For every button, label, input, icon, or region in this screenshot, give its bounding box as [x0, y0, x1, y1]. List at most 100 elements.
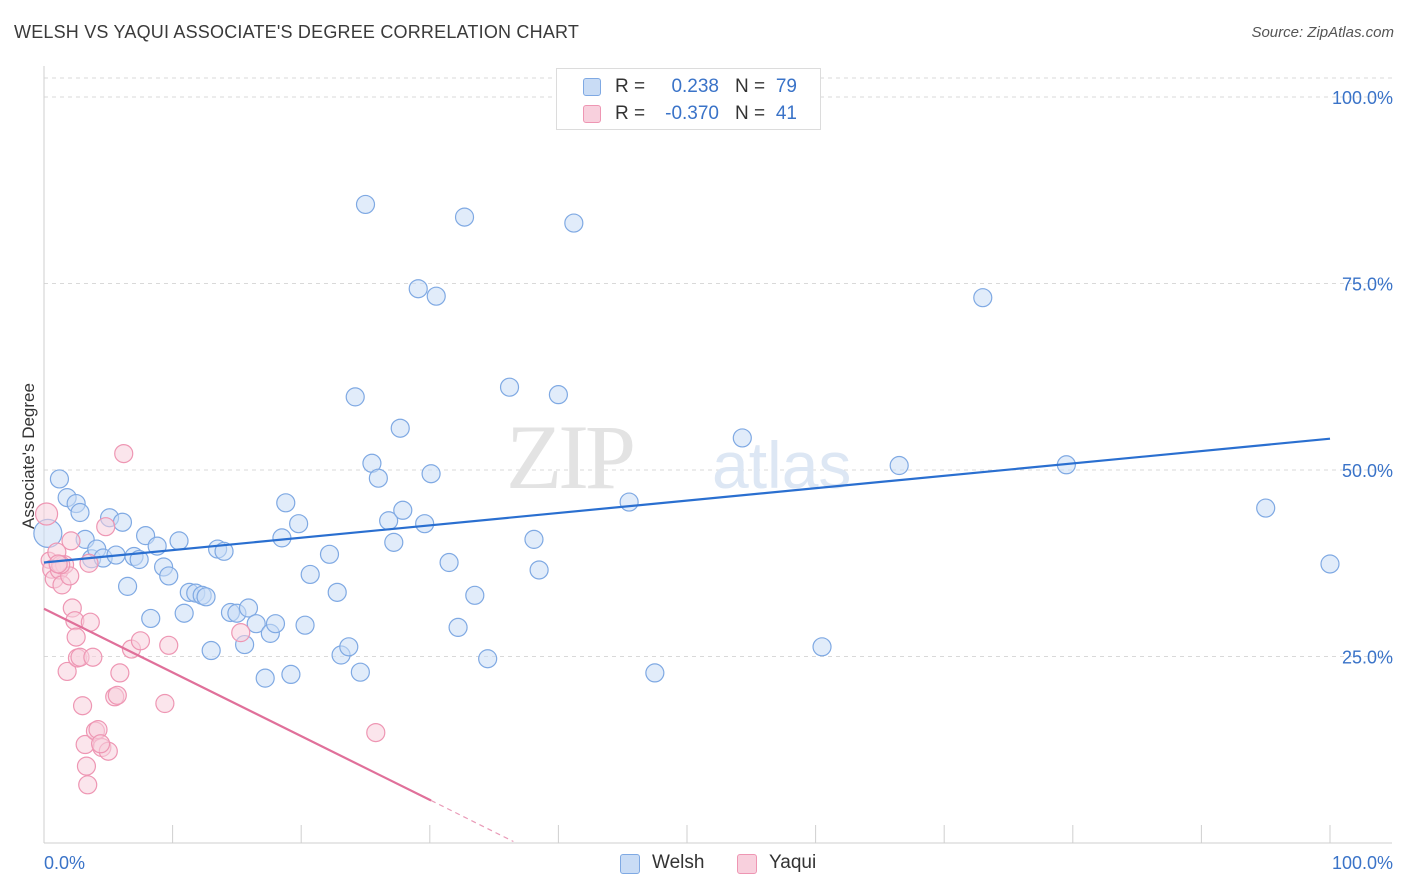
welsh-point	[276, 493, 296, 513]
yaqui-point	[57, 661, 77, 682]
welsh-point	[454, 207, 475, 227]
welsh-point	[426, 286, 446, 306]
gridlines	[44, 77, 1392, 657]
axes	[43, 66, 1392, 844]
y-axis-title: Associate's Degree	[19, 383, 38, 529]
watermark: ZIP atlas	[506, 406, 851, 508]
legend-r-label: R =	[615, 76, 646, 97]
welsh-point	[345, 387, 365, 407]
welsh-point	[117, 576, 138, 596]
welsh-point	[408, 279, 428, 299]
y-tick-label: 25.0%	[1342, 648, 1393, 668]
welsh-point	[159, 566, 179, 586]
source-credit: Source: ZipAtlas.com	[1251, 24, 1394, 41]
yaqui-point	[48, 554, 68, 574]
welsh-swatch	[583, 78, 601, 96]
welsh-point	[390, 418, 410, 438]
yaqui-legend-label: Yaqui	[769, 852, 817, 873]
welsh-point	[255, 668, 275, 688]
y-tick-label: 100.0%	[1332, 88, 1393, 108]
welsh-point	[112, 512, 133, 532]
welsh-point	[281, 664, 301, 685]
welsh-point	[169, 531, 189, 551]
x-tick-label-max: 100.0%	[1332, 853, 1393, 873]
yaqui-point	[61, 531, 81, 551]
y-tick-label: 75.0%	[1342, 275, 1393, 295]
legend-r-label: R =	[615, 103, 646, 124]
welsh-point	[368, 468, 388, 488]
yaqui-point	[66, 627, 86, 647]
welsh-point	[384, 532, 404, 552]
welsh-legend-swatch	[620, 854, 640, 874]
legend-n-value: 41	[775, 103, 797, 124]
welsh-point	[201, 640, 221, 661]
welsh-point	[246, 614, 266, 634]
yaqui-point	[83, 647, 103, 667]
welsh-point	[465, 585, 485, 605]
yaqui-swatch	[583, 105, 601, 123]
welsh-point	[355, 194, 376, 215]
yaqui-point	[155, 693, 175, 714]
welsh-point	[889, 455, 909, 476]
legend-r-value: 0.238	[671, 76, 719, 97]
welsh-point	[524, 529, 544, 549]
yaqui-point	[107, 685, 127, 705]
welsh-point	[265, 614, 286, 634]
welsh-point	[214, 541, 234, 561]
welsh-point	[129, 549, 149, 570]
chart-title: WELSH VS YAQUI ASSOCIATE'S DEGREE CORREL…	[14, 22, 580, 42]
yaqui-trend-extension	[430, 799, 514, 843]
yaqui-point	[72, 696, 93, 716]
welsh-point	[49, 469, 70, 489]
welsh-legend-label: Welsh	[652, 852, 705, 873]
welsh-point	[529, 560, 549, 580]
yaqui-point	[130, 631, 151, 651]
welsh-points	[33, 194, 1340, 688]
welsh-point	[1320, 554, 1340, 574]
yaqui-point	[114, 443, 134, 464]
y-tick-label: 50.0%	[1342, 461, 1393, 481]
welsh-point	[439, 552, 459, 573]
welsh-point	[393, 500, 413, 520]
legend-row-welsh: R = 0.238 N = 79	[557, 73, 820, 101]
yaqui-point	[90, 734, 111, 754]
welsh-point	[1256, 498, 1276, 518]
welsh-point	[295, 615, 315, 635]
welsh-point	[732, 428, 752, 448]
welsh-point	[421, 464, 441, 484]
welsh-point	[319, 544, 340, 564]
welsh-point	[339, 637, 359, 657]
yaqui-points	[34, 443, 386, 795]
welsh-point	[548, 385, 569, 405]
welsh-point	[238, 598, 259, 618]
welsh-point	[174, 603, 194, 623]
welsh-point	[196, 587, 216, 607]
welsh-trend-line	[43, 437, 1331, 564]
yaqui-point	[231, 623, 251, 643]
legend-r-value: -0.370	[665, 103, 719, 124]
welsh-point	[564, 213, 584, 233]
welsh-point	[289, 514, 309, 534]
yaqui-legend-swatch	[737, 854, 757, 874]
welsh-point	[70, 502, 90, 523]
welsh-point	[973, 288, 993, 308]
trend-lines	[43, 437, 1331, 843]
yaqui-point	[96, 517, 116, 537]
welsh-point	[415, 514, 435, 534]
welsh-point	[448, 617, 468, 638]
yaqui-point	[78, 775, 98, 795]
legend-row-yaqui: R = -0.370 N = 41	[557, 100, 820, 128]
legend-n-value: 79	[775, 76, 797, 97]
yaqui-trend-line	[43, 607, 432, 802]
yaqui-point	[366, 722, 386, 743]
welsh-point	[327, 582, 347, 602]
welsh-point	[619, 492, 639, 512]
welsh-point	[499, 377, 520, 397]
welsh-point	[350, 662, 370, 682]
legend-n-label: N =	[735, 76, 766, 97]
yaqui-point	[76, 756, 97, 776]
welsh-point	[300, 564, 320, 585]
watermark-zip: ZIP	[506, 406, 633, 508]
x-tick-label-min: 0.0%	[44, 853, 85, 873]
